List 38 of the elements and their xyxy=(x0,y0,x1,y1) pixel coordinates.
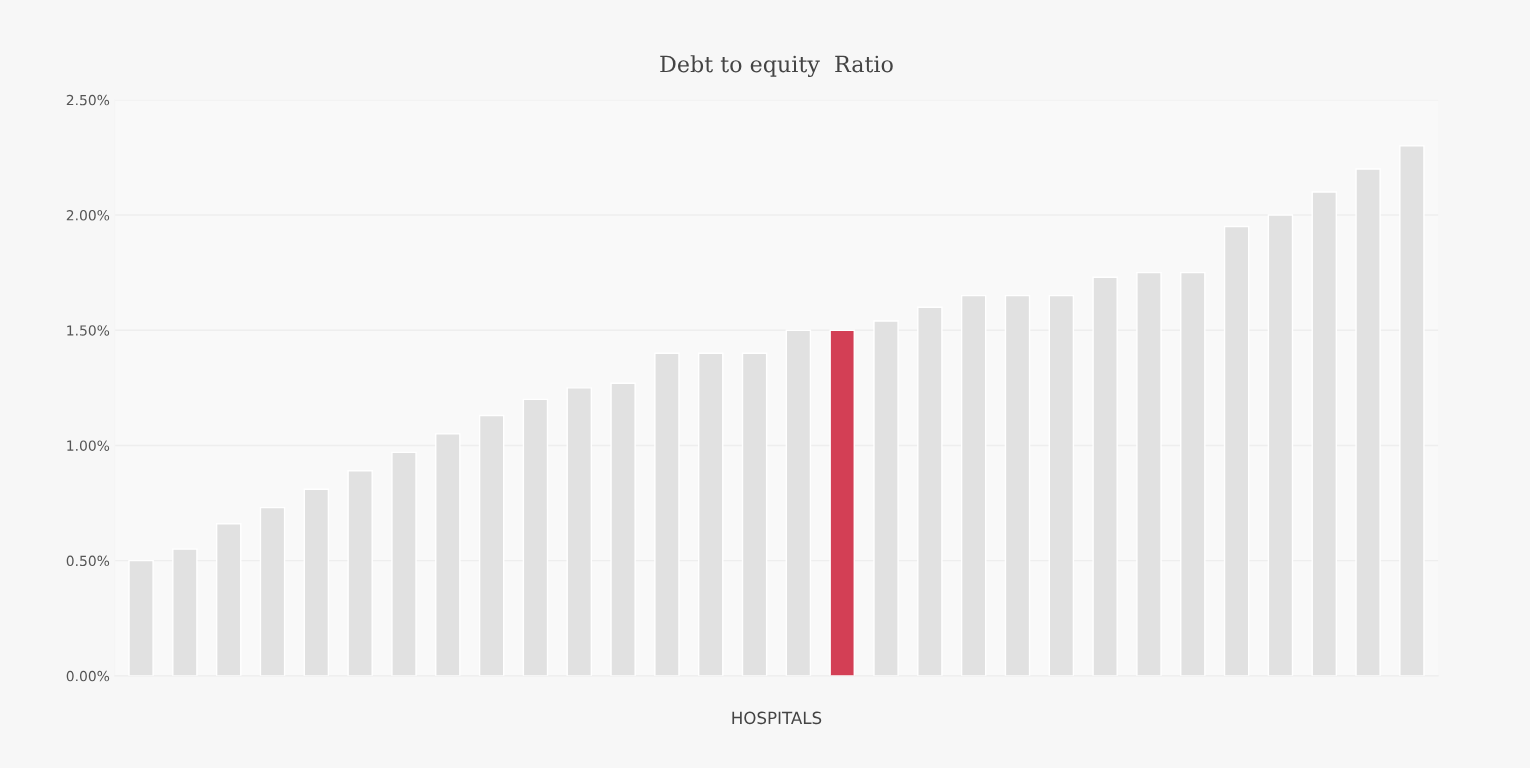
bar xyxy=(1136,271,1162,676)
y-tick-label: 2.50% xyxy=(66,94,110,106)
bar xyxy=(1180,271,1206,676)
bar xyxy=(1399,145,1425,676)
bar xyxy=(829,329,855,676)
bar xyxy=(960,294,987,676)
bar xyxy=(566,387,593,676)
bar xyxy=(697,352,724,676)
bar xyxy=(917,306,943,676)
y-tick-label: 0.00% xyxy=(66,670,110,682)
bar xyxy=(1223,225,1250,676)
bar xyxy=(347,470,373,676)
bar xyxy=(1267,214,1294,676)
bar xyxy=(215,523,242,676)
y-tick-label: 1.00% xyxy=(67,440,110,451)
bar xyxy=(435,433,461,676)
y-tick-label: 1.50% xyxy=(67,325,110,336)
bar xyxy=(1311,191,1338,676)
y-tick-label: 0.50% xyxy=(66,555,110,567)
chart-title: Debt to equity Ratio xyxy=(660,55,893,77)
bar xyxy=(303,488,330,676)
bar xyxy=(1092,276,1118,676)
bar xyxy=(128,559,154,676)
bar xyxy=(172,548,198,676)
bar xyxy=(391,451,417,676)
x-axis-title: HOSPITALS xyxy=(732,711,822,725)
bar xyxy=(741,352,768,676)
bar xyxy=(1004,294,1031,676)
bar xyxy=(873,320,899,676)
bar xyxy=(259,506,286,676)
bar xyxy=(522,398,549,676)
bar xyxy=(654,352,680,676)
bar xyxy=(478,414,505,676)
bar xyxy=(1355,168,1381,676)
bar xyxy=(785,329,812,676)
y-tick-label: 2.00% xyxy=(66,210,110,221)
bar xyxy=(610,382,636,676)
bar xyxy=(1048,294,1075,676)
